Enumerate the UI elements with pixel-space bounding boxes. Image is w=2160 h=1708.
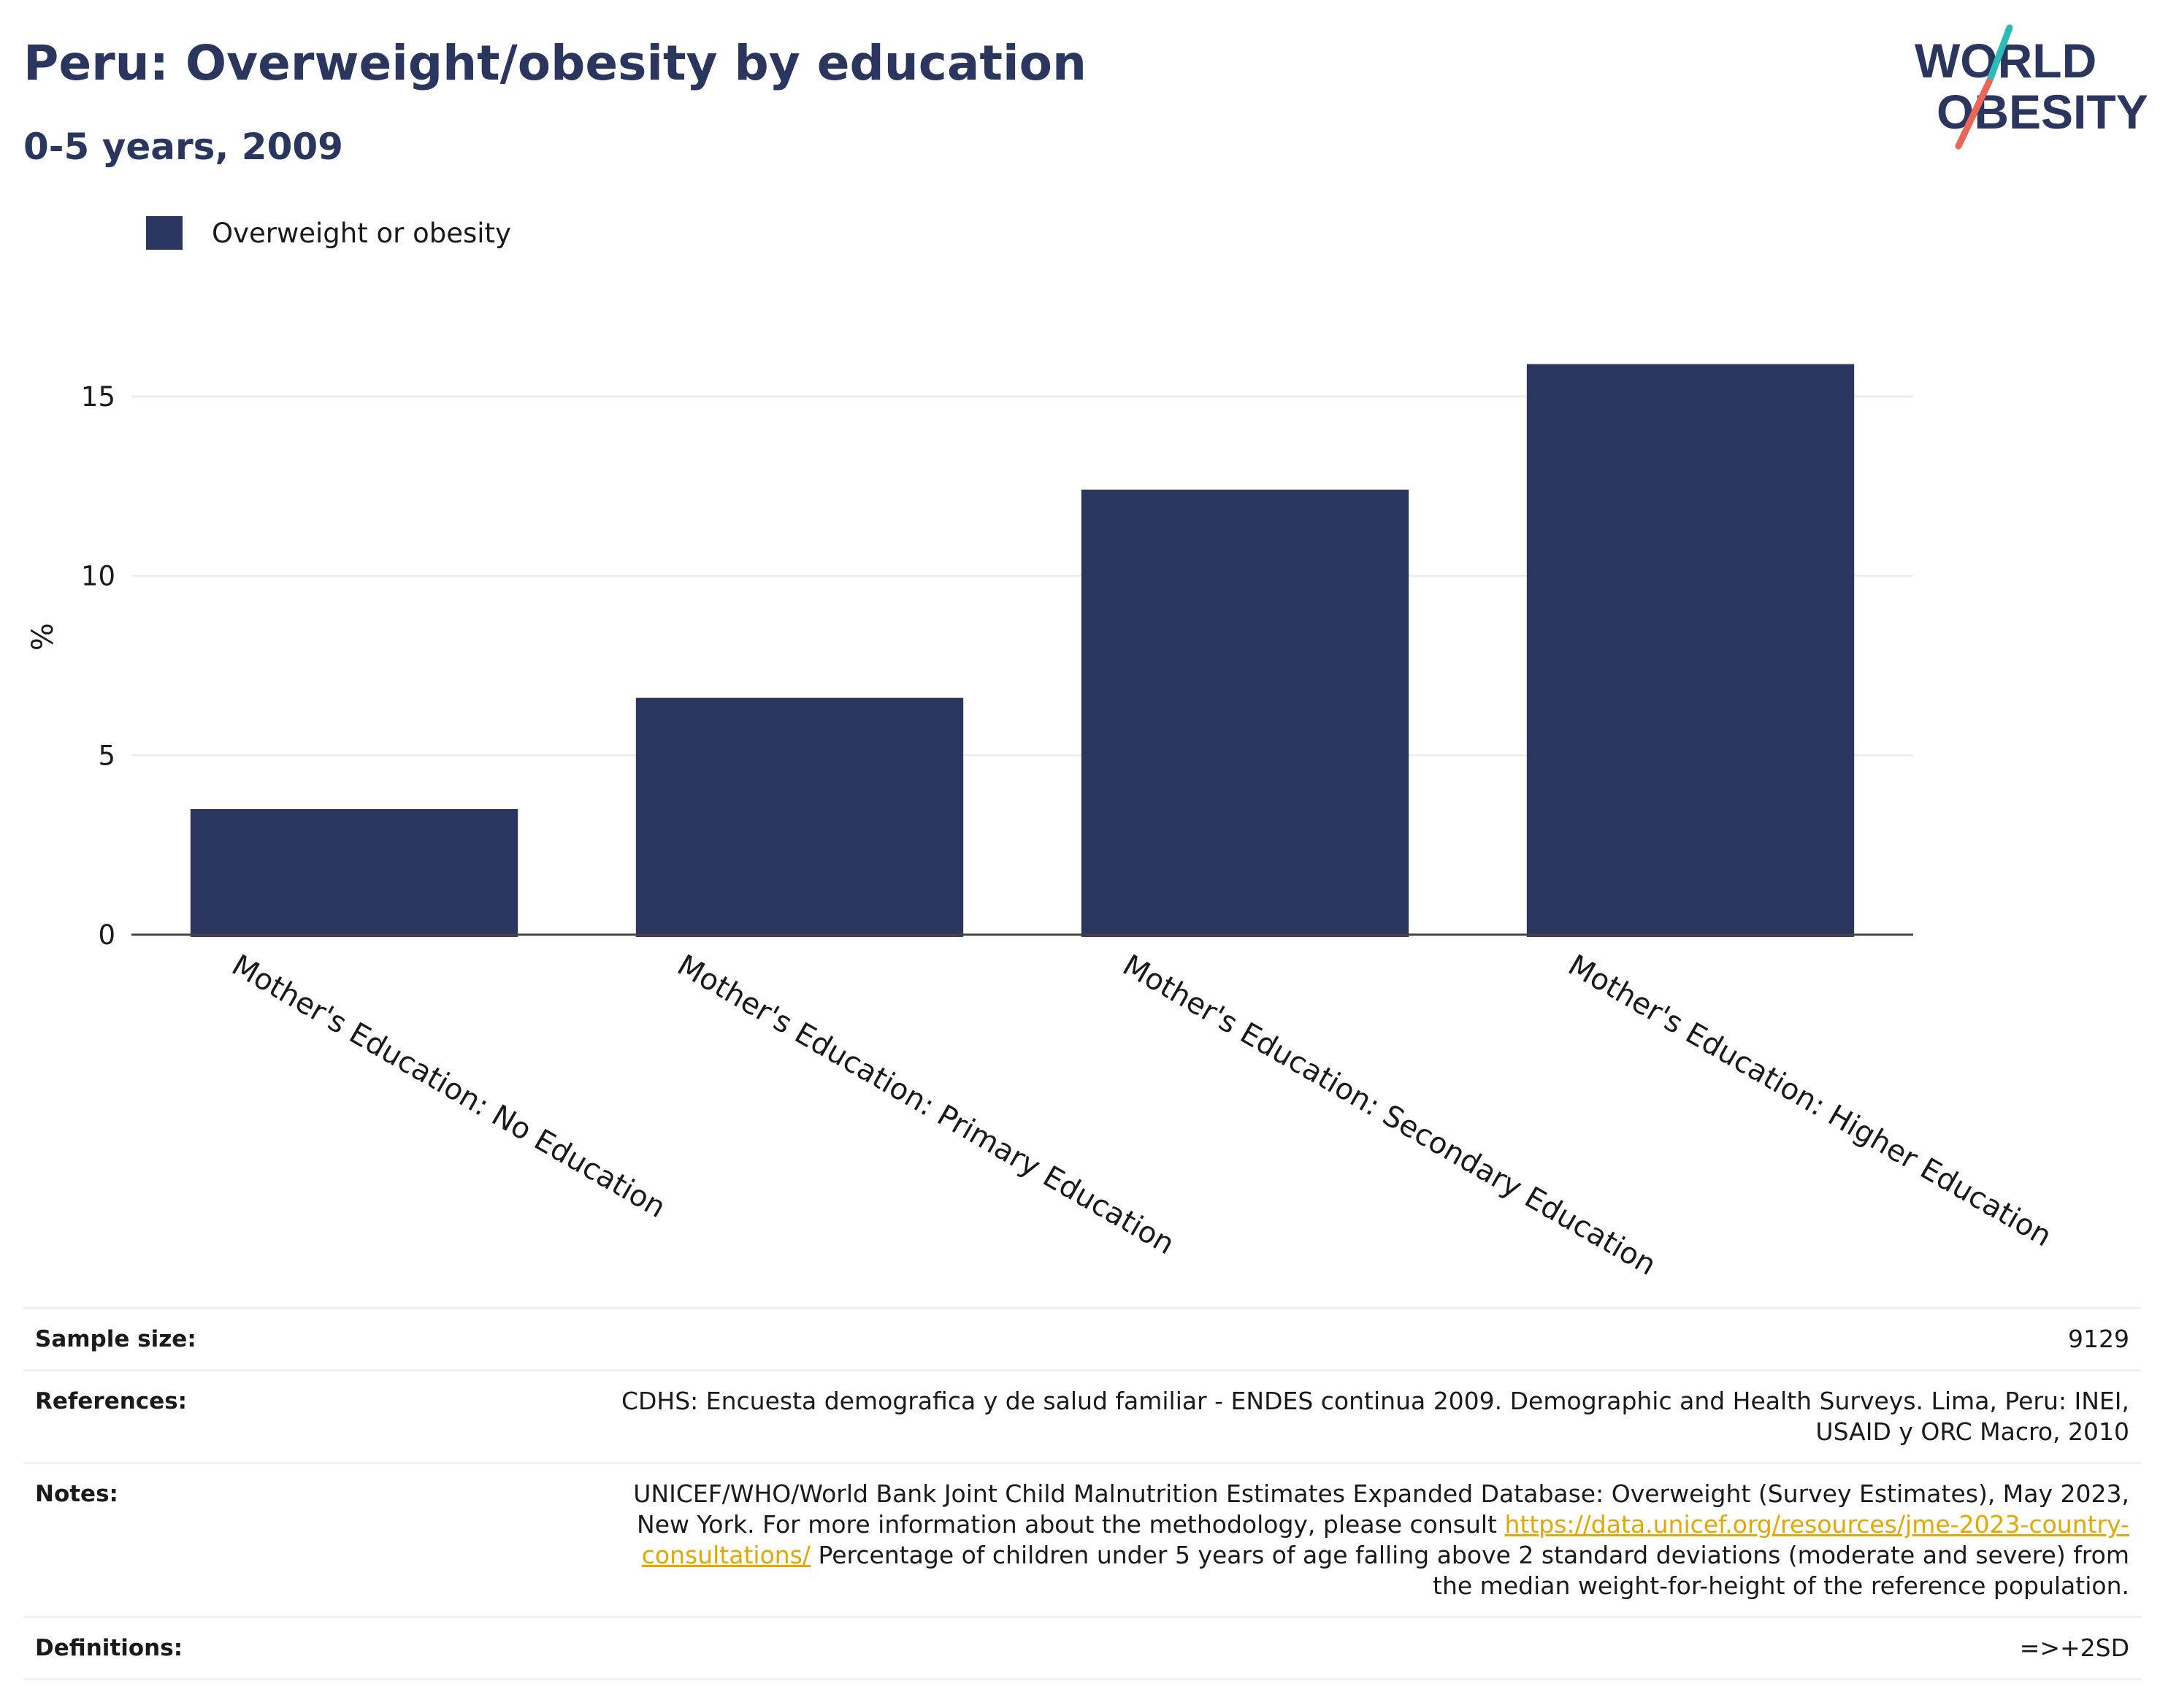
- y-tick-label: 0: [98, 919, 115, 951]
- references-row: References: CDHS: Encuesta demografica y…: [23, 1369, 2141, 1462]
- sample-size-value: 9129: [2068, 1325, 2129, 1353]
- y-tick-label: 15: [81, 381, 115, 413]
- y-tick-label: 10: [81, 561, 115, 592]
- logo-slash-teal: [1985, 24, 2013, 85]
- y-tick-label: 5: [98, 740, 115, 771]
- notes-text-1: UNICEF/WHO/World Bank Joint Child Malnut…: [633, 1479, 2129, 1539]
- notes-text-2: Percentage of children under 5 years of …: [818, 1541, 2130, 1600]
- x-tick-label: Mother's Education: No Education: [226, 949, 671, 1225]
- y-axis-title: %: [26, 623, 60, 651]
- world-obesity-logo: WORLD OBESITY: [1915, 24, 2147, 150]
- x-tick-label: Mother's Education: Primary Education: [672, 949, 1180, 1262]
- info-table: Sample size: 9129 References: CDHS: Encu…: [23, 1307, 2141, 1680]
- bar: [1526, 364, 1855, 938]
- bars: [190, 364, 1855, 938]
- chart-title: Peru: Overweight/obesity by education: [23, 35, 1087, 91]
- references-value: CDHS: Encuesta demografica y de salud fa…: [621, 1387, 2129, 1446]
- legend-swatch: [146, 216, 183, 250]
- notes-label: Notes:: [35, 1481, 118, 1507]
- legend-label: Overweight or obesity: [212, 217, 511, 249]
- definitions-label: Definitions:: [35, 1635, 183, 1661]
- definitions-value: =>+2SD: [2019, 1634, 2129, 1662]
- sample-size-label: Sample size:: [35, 1326, 196, 1352]
- bar: [635, 697, 964, 937]
- bar: [1081, 489, 1409, 937]
- notes-row: Notes: UNICEF/WHO/World Bank Joint Child…: [23, 1462, 2141, 1616]
- references-label: References:: [35, 1388, 188, 1414]
- bar: [190, 809, 518, 937]
- x-tick-label: Mother's Education: Higher Education: [1563, 949, 2058, 1254]
- sample-size-row: Sample size: 9129: [23, 1307, 2141, 1369]
- definitions-row: Definitions: =>+2SD: [23, 1616, 2141, 1680]
- logo-slash-coral: [1955, 78, 1993, 150]
- notes-value: UNICEF/WHO/World Bank Joint Child Malnut…: [596, 1479, 2129, 1601]
- x-tick-label: Mother's Education: Secondary Education: [1117, 949, 1662, 1282]
- notes-link[interactable]: https://data.unicef.org/resources/jme-20…: [641, 1510, 2129, 1569]
- chart-legend: Overweight or obesity: [146, 216, 511, 250]
- chart-subtitle: 0-5 years, 2009: [23, 126, 343, 168]
